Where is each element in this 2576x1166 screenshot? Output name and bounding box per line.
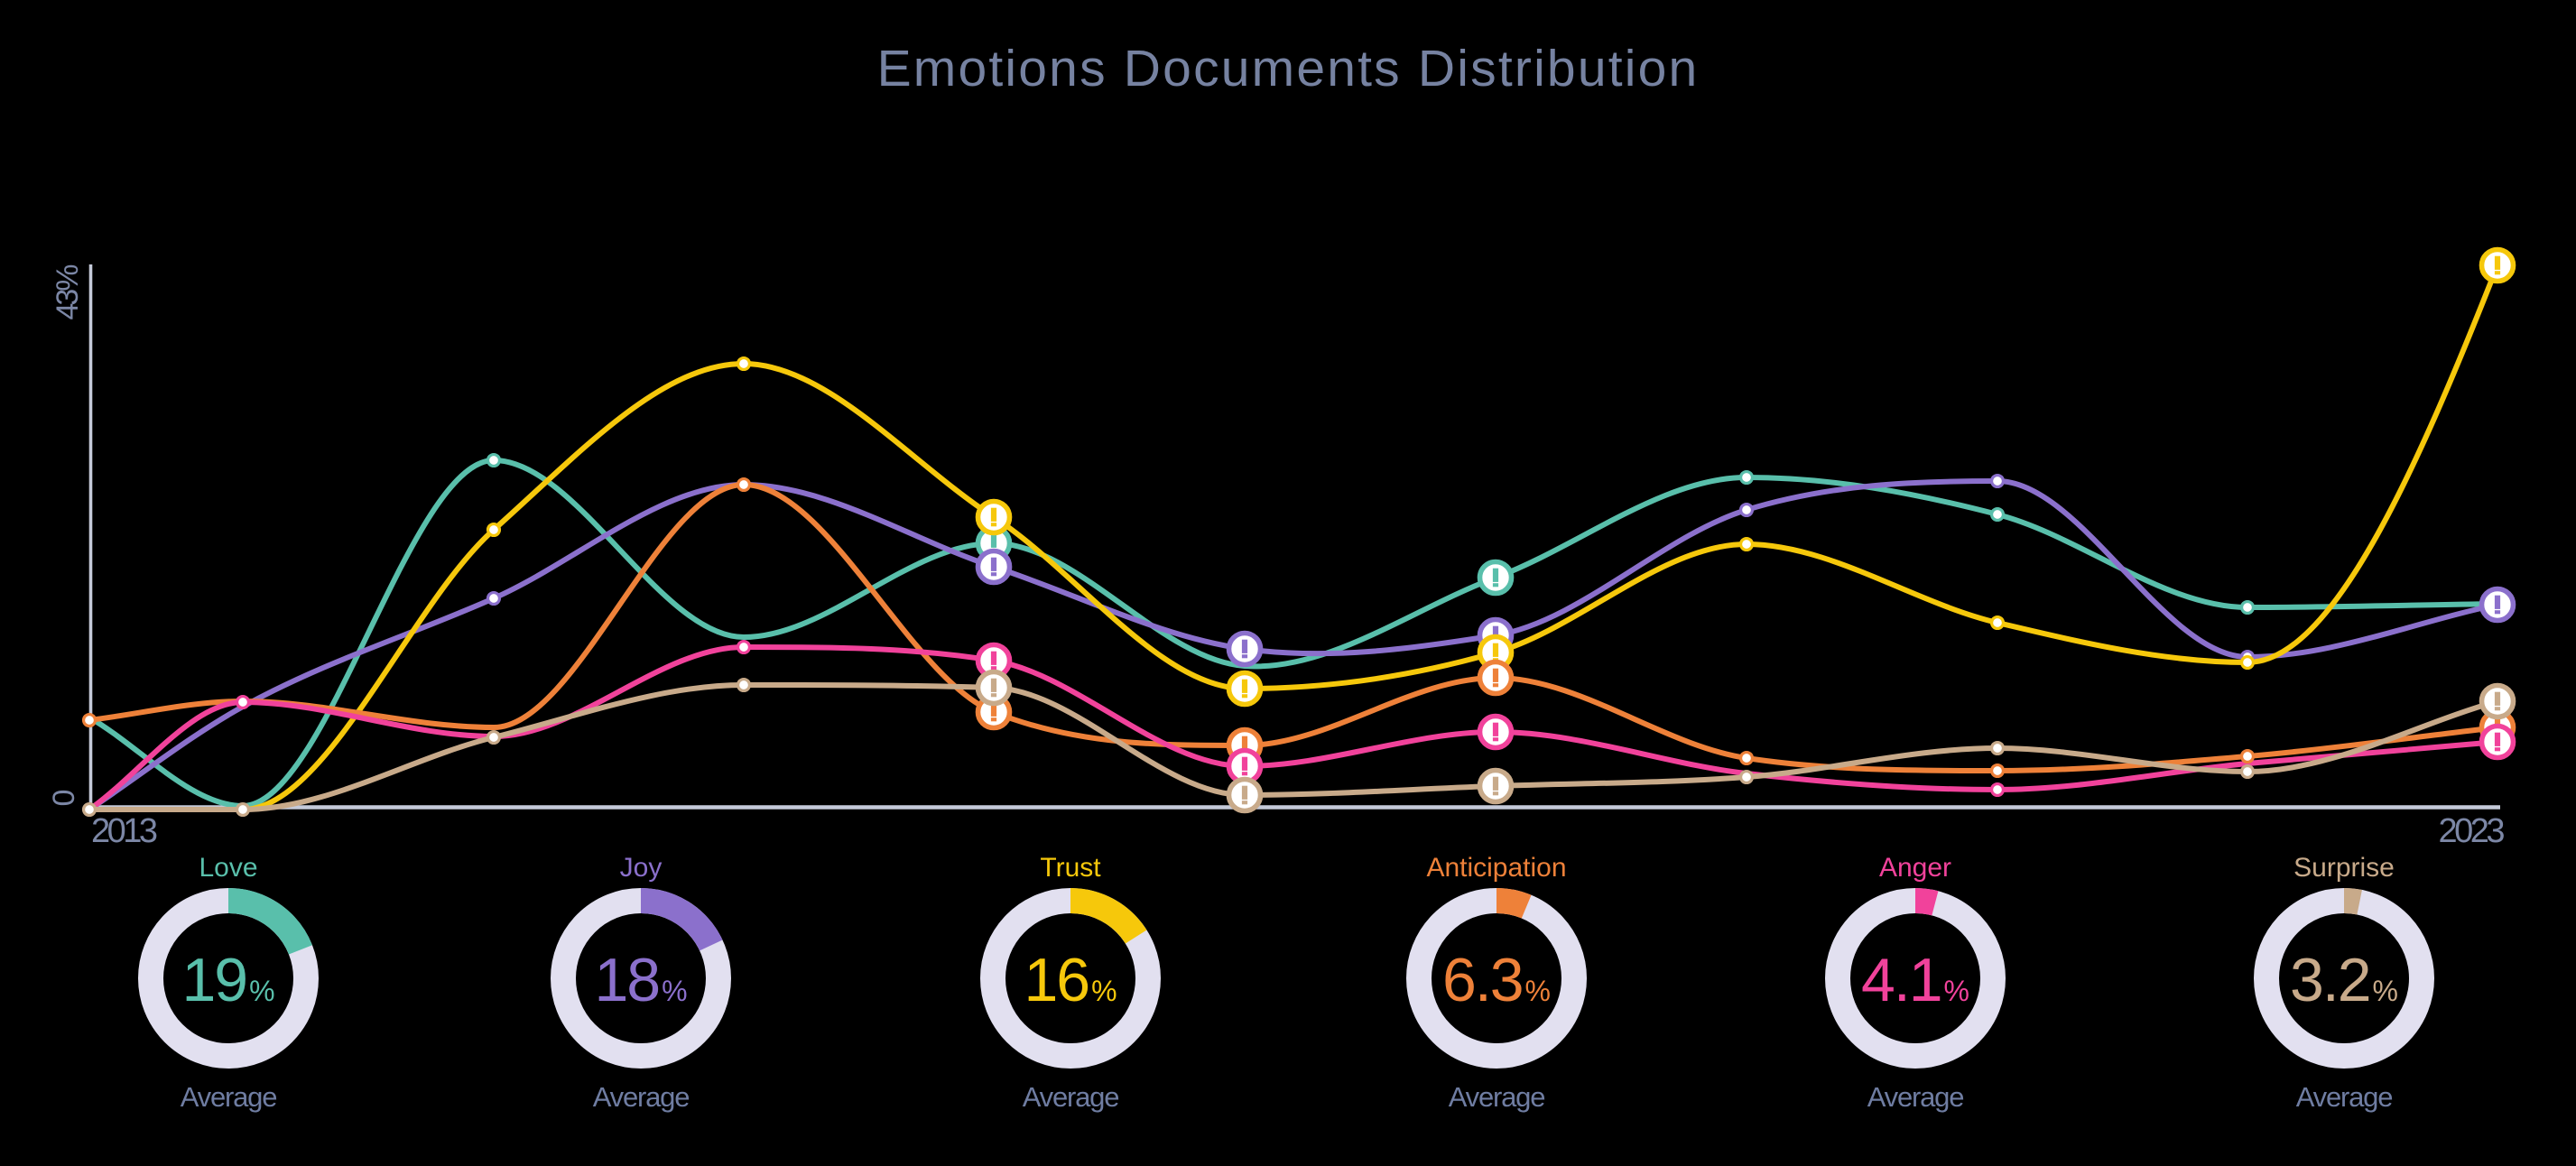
svg-text:Trust: Trust <box>1040 853 1101 883</box>
svg-text:Average: Average <box>593 1081 690 1113</box>
svg-text:43%: 43% <box>51 264 85 320</box>
svg-text:Joy: Joy <box>620 853 663 883</box>
svg-text:Love: Love <box>199 853 257 883</box>
svg-text:Average: Average <box>2296 1081 2393 1113</box>
svg-text:0: 0 <box>47 790 81 807</box>
svg-text:Emotions Documents Distributio: Emotions Documents Distribution <box>877 40 1700 97</box>
svg-text:16%: 16% <box>1024 946 1117 1014</box>
svg-text:Anger: Anger <box>1879 853 1951 883</box>
svg-text:Surprise: Surprise <box>2293 853 2395 883</box>
svg-text:Anticipation: Anticipation <box>1426 853 1566 883</box>
svg-text:2023: 2023 <box>2438 812 2504 850</box>
svg-text:18%: 18% <box>594 946 687 1014</box>
svg-text:Average: Average <box>1449 1081 1545 1113</box>
svg-text:4.1%: 4.1% <box>1861 946 1969 1014</box>
svg-text:19%: 19% <box>181 946 274 1014</box>
svg-text:Average: Average <box>1023 1081 1119 1113</box>
svg-text:3.2%: 3.2% <box>2290 946 2398 1014</box>
svg-text:Average: Average <box>181 1081 277 1113</box>
svg-text:2013: 2013 <box>91 812 157 850</box>
svg-text:Average: Average <box>1867 1081 1964 1113</box>
svg-text:6.3%: 6.3% <box>1442 946 1551 1014</box>
